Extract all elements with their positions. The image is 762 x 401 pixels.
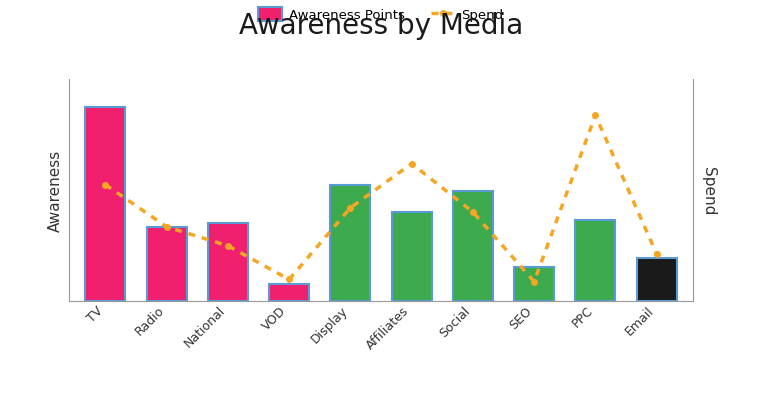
Text: Offline: Offline [163,358,221,373]
Bar [453,192,493,301]
Bar [331,185,370,301]
Bar [85,107,125,301]
Text: Online: Online [447,358,502,373]
Bar [514,267,554,301]
Bar [575,221,615,301]
Bar [392,213,431,301]
Legend: Awareness Points, Spend: Awareness Points, Spend [253,3,509,28]
Bar [146,227,187,301]
Text: Direct: Direct [640,359,687,373]
Y-axis label: Awareness: Awareness [48,150,63,231]
Bar [637,259,677,301]
Y-axis label: Spend: Spend [700,166,716,215]
Bar [208,223,248,301]
Bar [269,284,309,301]
Text: Awareness by Media: Awareness by Media [239,12,523,40]
